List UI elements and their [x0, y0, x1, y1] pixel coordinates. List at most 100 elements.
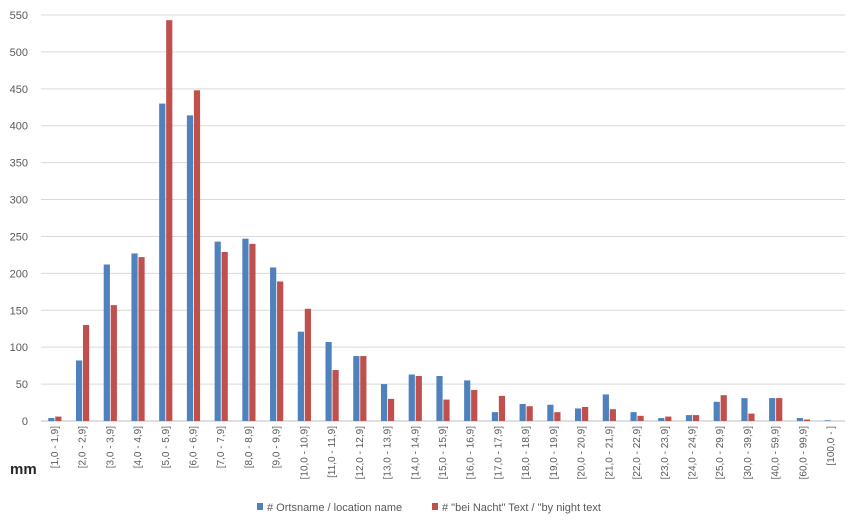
bar-series-2 — [692, 415, 700, 421]
bar-series-1 — [48, 418, 55, 421]
x-tick-label: [15,0 - 15,9] — [438, 426, 449, 480]
x-tick-label: [5,0 - 5,9] — [161, 426, 172, 468]
x-tick-label: [3,0 - 3,9] — [105, 426, 116, 468]
x-tick-label: [6,0 - 6,9] — [188, 426, 199, 468]
bar-series-2 — [443, 399, 450, 421]
x-tick-label: [12,0 - 12,9] — [355, 426, 366, 480]
y-tick-label: 500 — [10, 47, 28, 59]
y-tick-label: 150 — [10, 305, 28, 317]
bar-series-1 — [491, 412, 499, 421]
x-tick-label: [18,0 - 18,9] — [521, 426, 532, 480]
bar-series-2 — [415, 375, 422, 421]
bar-series-2 — [304, 308, 311, 421]
bar-series-2 — [277, 281, 284, 421]
bar-series-1 — [796, 418, 804, 421]
bar-series-1 — [242, 238, 249, 421]
bar-series-2 — [803, 419, 811, 421]
legend-swatch — [257, 503, 263, 510]
bar-series-1 — [547, 404, 554, 421]
bar-series-1 — [214, 241, 221, 421]
bar-series-1 — [602, 394, 609, 421]
x-tick-label: [16,0 - 16,9] — [466, 426, 477, 480]
bar-series-2 — [193, 90, 201, 421]
bar-series-2 — [498, 395, 506, 421]
bar-series-2 — [138, 257, 145, 421]
y-tick-label: 400 — [10, 121, 28, 133]
bar-series-1 — [769, 398, 776, 421]
legend-swatch — [432, 503, 438, 510]
bar-series-1 — [713, 401, 720, 421]
x-tick-label: [13,0 - 13,9] — [383, 426, 394, 480]
x-tick-label: [30,0 - 39,9] — [743, 426, 754, 480]
x-tick-label: [4,0 - 4,9] — [133, 426, 144, 468]
x-tick-label: [24,0 - 24,9] — [688, 426, 699, 480]
x-tick-label: [23,0 - 23,9] — [660, 426, 671, 480]
bar-series-1 — [519, 404, 526, 421]
bar-series-2 — [221, 251, 228, 421]
x-tick-label: [20,0 - 20,9] — [577, 426, 588, 480]
y-tick-label: 0 — [22, 416, 28, 428]
x-tick-label: [14,0 - 14,9] — [410, 426, 421, 480]
x-tick-label: [60,0 - 99,9] — [798, 426, 809, 480]
bar-series-2 — [387, 398, 395, 421]
x-tick-label: [22,0 - 22,9] — [632, 426, 643, 480]
x-axis-ticks: [1,0 - 1,9] [2,0 - 2,9] [3,0 - 3,9] [4,0 - … — [50, 426, 837, 480]
bar-series-1 — [658, 418, 665, 421]
bar-series-1 — [270, 267, 277, 421]
y-tick-label: 100 — [10, 342, 28, 354]
bar-series-1 — [103, 264, 110, 421]
gridlines — [41, 14, 845, 422]
y-tick-label: 550 — [10, 10, 28, 22]
bar-series-1 — [325, 342, 332, 421]
bar-series-1 — [824, 420, 831, 421]
x-tick-label: [19,0 - 19,9] — [549, 426, 560, 480]
x-tick-label: [1,0 - 1,9] — [50, 426, 61, 468]
bar-series-2 — [526, 406, 533, 421]
bar-series-1 — [436, 375, 443, 421]
x-tick-label: [11,0 - 11,9] — [327, 426, 338, 478]
y-tick-label: 350 — [10, 158, 28, 170]
bar-series-2 — [720, 395, 727, 421]
y-tick-label: 200 — [10, 268, 28, 280]
bar-series-2 — [776, 398, 783, 421]
bar-series-1 — [75, 360, 83, 421]
bar-series-1 — [685, 415, 693, 421]
bar-series-2 — [332, 370, 339, 421]
bar-series-1 — [186, 115, 194, 421]
bar-series-2 — [249, 243, 256, 421]
bar-series-2 — [360, 356, 367, 421]
unit-label: mm — [10, 461, 37, 478]
bar-series-2 — [471, 389, 478, 421]
legend-label: # Ortsname / location name — [267, 502, 402, 514]
bar-series-2 — [582, 406, 589, 421]
bar-series-2 — [82, 325, 90, 421]
bar-series-1 — [408, 374, 415, 421]
x-tick-label: [10,0 - 10,9] — [299, 426, 310, 480]
bar-series-1 — [380, 384, 388, 421]
x-tick-label: [100,0 - ] — [826, 426, 837, 466]
legend: # Ortsname / location name # "bei Nacht" … — [257, 502, 601, 514]
bar-series-2 — [554, 412, 561, 421]
bar-series-2 — [748, 413, 755, 421]
bar-series-1 — [131, 253, 138, 421]
x-tick-label: [40,0 - 59,9] — [771, 426, 782, 480]
y-tick-label: 450 — [10, 84, 28, 96]
bar-series-1 — [159, 103, 166, 421]
x-tick-label: [8,0 - 8,9] — [244, 426, 255, 468]
x-tick-label: [25,0 - 29,9] — [715, 426, 726, 480]
bar-series-2 — [110, 305, 117, 421]
bar-series-1 — [464, 380, 471, 421]
bar-series-1 — [297, 331, 304, 421]
x-tick-label: [17,0 - 17,9] — [493, 426, 504, 480]
x-tick-label: [7,0 - 7,9] — [216, 426, 227, 468]
bar-series-1 — [353, 356, 360, 421]
bar-series-2 — [55, 416, 62, 421]
y-axis-ticks: 0 50 100 150 200 250 300 350 400 450 500 550 — [10, 10, 28, 428]
y-tick-label: 50 — [16, 379, 28, 391]
x-tick-label: [9,0 - 9,9] — [272, 426, 283, 468]
y-tick-label: 250 — [10, 231, 28, 243]
bar-series-2 — [637, 415, 644, 421]
bar-series-1 — [575, 408, 582, 421]
bar-series-1 — [630, 412, 637, 421]
